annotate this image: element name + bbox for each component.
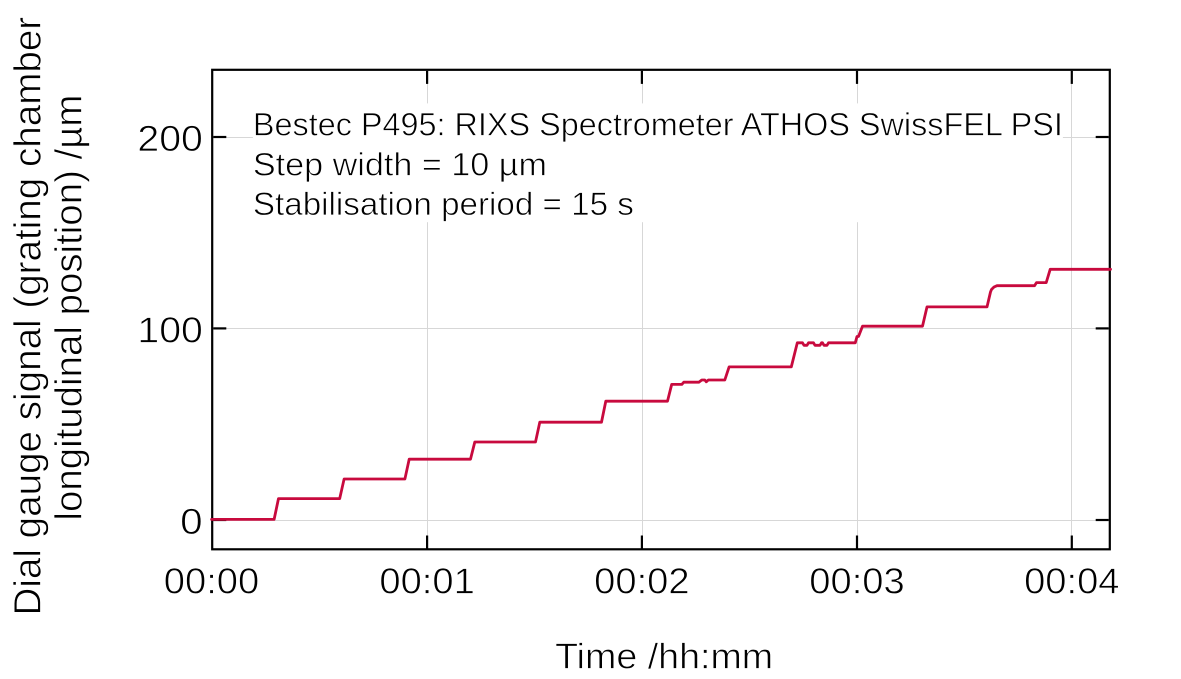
svg-text:Dial gauge signal (grating cha: Dial gauge signal (grating chamber xyxy=(8,17,50,616)
svg-text:Step width = 10 µm: Step width = 10 µm xyxy=(253,146,547,182)
svg-text:00:00: 00:00 xyxy=(164,561,259,602)
svg-text:Stabilisation period = 15 s: Stabilisation period = 15 s xyxy=(253,186,634,222)
svg-text:100: 100 xyxy=(137,309,203,350)
svg-text:Time /hh:mm: Time /hh:mm xyxy=(555,636,773,677)
svg-text:00:03: 00:03 xyxy=(809,561,904,602)
svg-text:longitudinal position) /µm: longitudinal position) /µm xyxy=(49,95,91,521)
svg-text:00:02: 00:02 xyxy=(594,561,689,602)
svg-text:00:04: 00:04 xyxy=(1024,561,1119,602)
svg-text:00:01: 00:01 xyxy=(379,561,474,602)
svg-text:0: 0 xyxy=(180,501,203,542)
svg-text:200: 200 xyxy=(137,118,203,159)
svg-text:Bestec P495: RIXS Spectrometer: Bestec P495: RIXS Spectrometer ATHOS Swi… xyxy=(253,106,1063,142)
